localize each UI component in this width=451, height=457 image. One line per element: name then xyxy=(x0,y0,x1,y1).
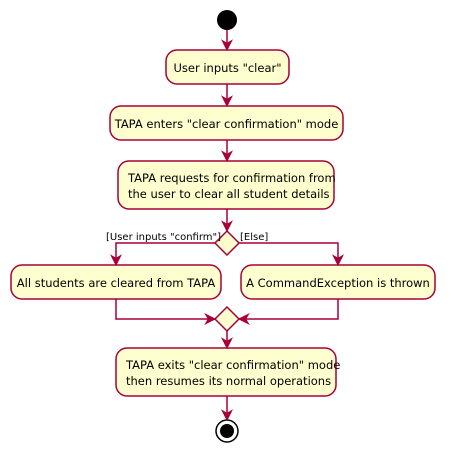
activity-user-inputs-clear: User inputs "clear" xyxy=(165,49,290,85)
activity-label: TAPA enters "clear confirmation" mode xyxy=(114,117,339,131)
activity-label: A CommandException is thrown xyxy=(246,276,430,290)
guard-label-right: [Else] xyxy=(240,232,268,243)
activity-label-line-1: TAPA exits "clear confirmation" mode xyxy=(125,358,340,372)
activity-label-line-1: TAPA requests for confirmation from xyxy=(127,171,336,185)
activity-label: User inputs "clear" xyxy=(173,61,281,75)
activity-label: All students are cleared from TAPA xyxy=(17,276,216,290)
flow-arrow-left-merge xyxy=(115,299,217,325)
activity-enters-confirmation-mode: TAPA enters "clear confirmation" mode xyxy=(109,105,344,141)
activity-requests-confirmation: TAPA requests for confirmation from the … xyxy=(117,160,336,210)
activity-students-cleared: All students are cleared from TAPA xyxy=(10,264,222,300)
end-node xyxy=(215,419,239,443)
flow-arrow-right-branch xyxy=(239,242,344,267)
flow-arrow-left-branch xyxy=(110,242,215,267)
activity-label-line-2: the user to clear all student details xyxy=(128,187,330,201)
decision-diamond xyxy=(213,229,241,257)
merge-diamond xyxy=(213,305,241,333)
activity-command-exception: A CommandException is thrown xyxy=(240,264,436,300)
activity-exits-confirmation-mode: TAPA exits "clear confirmation" mode the… xyxy=(115,347,340,397)
start-node xyxy=(217,10,237,30)
activity-label-line-2: then resumes its normal operations xyxy=(126,374,331,388)
guard-label-left: [User inputs "confirm"] xyxy=(106,232,221,243)
flow-arrow-right-merge xyxy=(237,299,339,325)
